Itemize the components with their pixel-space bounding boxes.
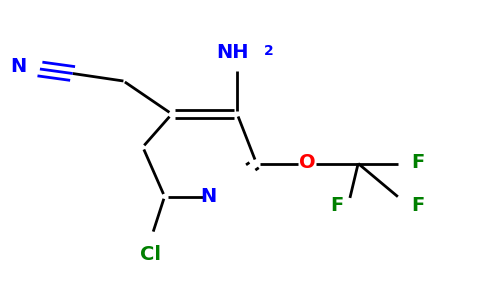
Text: 2: 2 (264, 44, 273, 58)
Text: F: F (331, 196, 344, 215)
Text: F: F (411, 152, 424, 172)
Text: F: F (411, 196, 424, 215)
Text: N: N (10, 56, 27, 76)
Text: N: N (200, 187, 216, 206)
Text: Cl: Cl (139, 244, 161, 263)
Text: O: O (299, 152, 316, 172)
Text: NH: NH (216, 43, 249, 61)
